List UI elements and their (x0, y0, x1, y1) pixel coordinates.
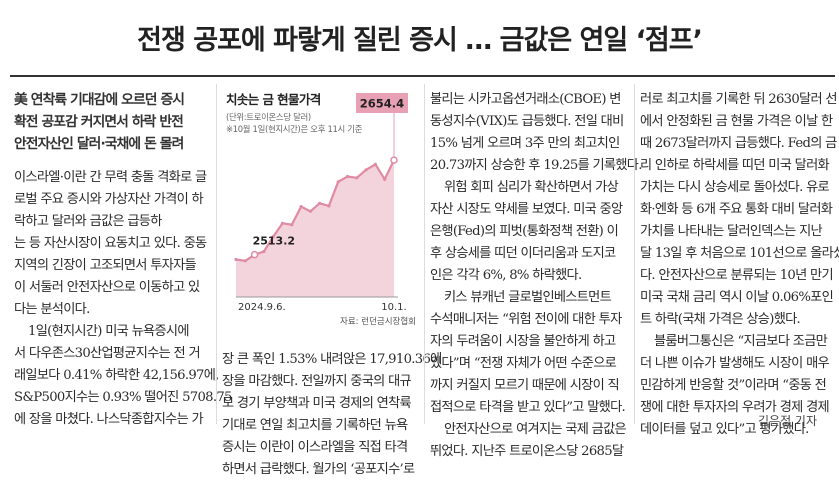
chart-plot: 2513.2 2654.4 2024.9.6. 10.1. 자료: 런던금시장협회 (234, 93, 416, 327)
data-point (280, 221, 285, 225)
text-line: 까지 커질지 모르기 때문에 시장이 직 (430, 378, 620, 393)
column-3: 불리는 시카고옵션거래소(CBOE) 변 동성지수(VIX)도 급등했다. 전일… (430, 89, 642, 463)
chart-source: 자료: 런던금시장협회 (340, 316, 416, 327)
lead-summary: 美 연착륙 기대감에 오르던 증시 확전 공포감 커지면서 하락 반전 안전자산… (14, 89, 212, 155)
text-line: 가치를 나타내는 달러인덱스는 지난 (640, 224, 823, 239)
column-divider (634, 84, 635, 424)
data-point (364, 168, 368, 172)
text-line: 지역의 긴장이 고조되면서 투자자들 (14, 258, 197, 273)
text-line: 다. 안전자산으로 분류되는 10년 만기 (640, 268, 834, 283)
text-line: 가치는 다시 상승세로 돌아섰다. 유로 (640, 180, 830, 195)
text-line: 인은 각각 6%, 8% 하락했다. (430, 268, 582, 283)
headline-banner: 전쟁 공포에 파랗게 질린 증시 … 금값은 연일 ‘점프’ (0, 0, 839, 82)
text-line: 에서 안정화된 금 현물 가격은 이날 한 (640, 114, 833, 129)
text-line: 래일보다 0.41% 하락한 42,156.97에, (14, 368, 219, 383)
text-line: 더 나쁜 이슈가 발생해도 시장이 매우 (640, 356, 830, 371)
text-line: 이스라엘·이란 간 무력 충돌 격화로 글 (14, 170, 207, 185)
data-point (383, 177, 387, 181)
text-line: 모 경기 부양책과 미국 경제의 연착륙 (222, 396, 412, 411)
data-point (262, 249, 266, 254)
lead-line: 美 연착륙 기대감에 오르던 증시 (14, 92, 185, 108)
text-line: 은행(Fed)의 피벗(통화정책 전환) 이 (430, 224, 619, 239)
column-4: 러로 최고치를 기록한 뒤 2630달러 선 에서 안정화된 금 현물 가격은 … (640, 89, 839, 441)
text-line: 블룸버그통신은 “지금보다 조금만 (654, 334, 828, 349)
text-line: 에 장을 마쳤다. 나스닥종합지수는 가 (14, 412, 204, 427)
data-point (373, 162, 377, 166)
data-point (271, 235, 275, 239)
column-divider (424, 84, 425, 424)
text-line: 락하고 달러와 금값은 급등하 (14, 214, 162, 229)
text-line: 안전자산으로 여겨지는 국제 금값은 (444, 422, 627, 437)
series-line (235, 159, 395, 262)
text-line: 미국 국채 금리 역시 이날 0.06%포인 (640, 290, 834, 305)
text-line: 때 2673달러까지 급등했다. Fed의 금 (640, 136, 837, 151)
start-marker (250, 250, 259, 259)
end-marker (390, 156, 398, 164)
text-line: 서 다우존스30산업평균지수는 전 거 (14, 346, 201, 361)
text-line: 러로 최고치를 기록한 뒤 2630달러 선 (640, 92, 838, 107)
data-point (243, 259, 247, 263)
gold-price-chart: 치솟는 금 현물가격 (단위:트로이온스당 달러) ※10월 1일(현지시간)은… (222, 85, 418, 331)
text-line: 달 13일 후 처음으로 101선으로 올라섰 (640, 246, 839, 261)
text-line: 장 큰 폭인 1.53% 내려앉은 17,910.36에 (222, 352, 442, 367)
data-point (355, 176, 359, 180)
data-point (318, 201, 322, 205)
text-line: 20.73까지 상승한 후 19.25를 기록했다. (430, 158, 642, 173)
text-line: 자산 시장도 약세를 보였다. 미국 중앙 (430, 202, 623, 217)
text-line: 위험 회피 심리가 확산하면서 가상 (444, 180, 619, 195)
text-line: 동성지수(VIX)도 급등했다. 전일 대비 (430, 114, 624, 129)
text-line: 불리는 시카고옵션거래소(CBOE) 변 (430, 92, 621, 107)
column-divider (216, 84, 217, 424)
text-line: 15% 넘게 오르며 3주 만의 최고치인 (430, 136, 620, 151)
text-line: 하면서 급락했다. 월가의 ‘공포지수’로 (222, 462, 415, 477)
column-2: 장 큰 폭인 1.53% 내려앉은 17,910.36에 장을 마감했다. 전일… (222, 349, 442, 481)
byline: 김은정 기자 (758, 414, 818, 428)
data-point (290, 223, 294, 227)
headline-rule (10, 75, 835, 77)
x-tick-label: 10.1. (381, 302, 406, 313)
text-line: 는 등 자산시장이 요동치고 있다. 중동 (14, 236, 207, 251)
data-point (327, 204, 331, 208)
lead-line: 확전 공포감 커지면서 하락 반전 (14, 114, 184, 130)
data-point (345, 174, 350, 179)
text-line: 증시는 이란이 이스라엘을 직접 타격 (222, 440, 408, 455)
chart-title: 치솟는 금 현물가격 (226, 92, 321, 107)
text-line: 뛰었다. 지난주 트로이온스당 2685달 (430, 444, 624, 459)
text-line: S&P500지수는 0.93% 떨어진 5708.75 (14, 390, 232, 405)
article-headline: 전쟁 공포에 파랗게 질린 증시 … 금값은 연일 ‘점프’ (137, 25, 703, 56)
lead-line: 안전자산인 달러·국채에 돈 몰려 (14, 136, 184, 152)
chart-unit-note: (단위:트로이온스당 달러) (226, 112, 311, 122)
text-line: 수석매니저는 “위험 전이에 대한 투자 (430, 312, 622, 327)
text-line: 키스 뷰캐넌 글로벌인베스트먼트 (444, 290, 612, 305)
x-tick-label: 2024.9.6. (238, 302, 286, 313)
data-point (234, 257, 238, 262)
text-line: 기대로 연일 최고치를 기록하던 뉴욕 (222, 418, 408, 433)
text-line: 이 서둘러 안전자산으로 이동하고 있 (14, 280, 200, 295)
text-line: 민감하게 반응할 것”이라며 “중동 전 (640, 378, 827, 393)
text-line: 로벌 주요 증시와 가상자산 가격이 하 (14, 192, 204, 207)
data-point (308, 209, 312, 213)
data-point (336, 180, 340, 184)
column-1-body: 이스라엘·이란 간 무력 충돌 격화로 글 로벌 주요 증시와 가상자산 가격이… (14, 167, 232, 431)
text-line: 장을 마감했다. 전일까지 중국의 대규 (222, 374, 412, 389)
end-value-callout (356, 93, 408, 113)
chart-time-note: ※10월 1일(현지시간)은 오후 11시 기준 (226, 124, 363, 134)
text-line: 쟁에 대한 투자자의 우려가 경제 경제 (640, 400, 830, 415)
text-line: 접적으로 타격을 받고 있다”고 말했다. (430, 400, 626, 415)
text-line: 다는 분석이다. (14, 302, 90, 317)
text-line: 트 하락(국채 가격은 상승)했다. (640, 312, 801, 327)
text-line: 후 상승세를 띠던 이더리움과 도지코 (430, 246, 616, 261)
text-line: 자의 두려움이 시장을 불안하게 하고 (430, 334, 616, 349)
end-value-label: 2654.4 (360, 97, 404, 111)
text-line: 리 인하로 하락세를 띠던 미국 달러화 (640, 158, 830, 173)
text-line: 있다”며 “전쟁 자체가 어떤 수준으로 (430, 356, 617, 371)
chart-area (236, 160, 394, 297)
text-line: 1일(현지시간) 미국 뉴욕증시에 (28, 324, 189, 339)
column-1: 美 연착륙 기대감에 오르던 증시 확전 공포감 커지면서 하락 반전 안전자산… (14, 89, 232, 431)
start-value-label: 2513.2 (253, 235, 295, 248)
text-line: 화·엔화 등 6개 주요 통화 대비 달러화 (640, 202, 833, 217)
data-point (299, 205, 303, 209)
